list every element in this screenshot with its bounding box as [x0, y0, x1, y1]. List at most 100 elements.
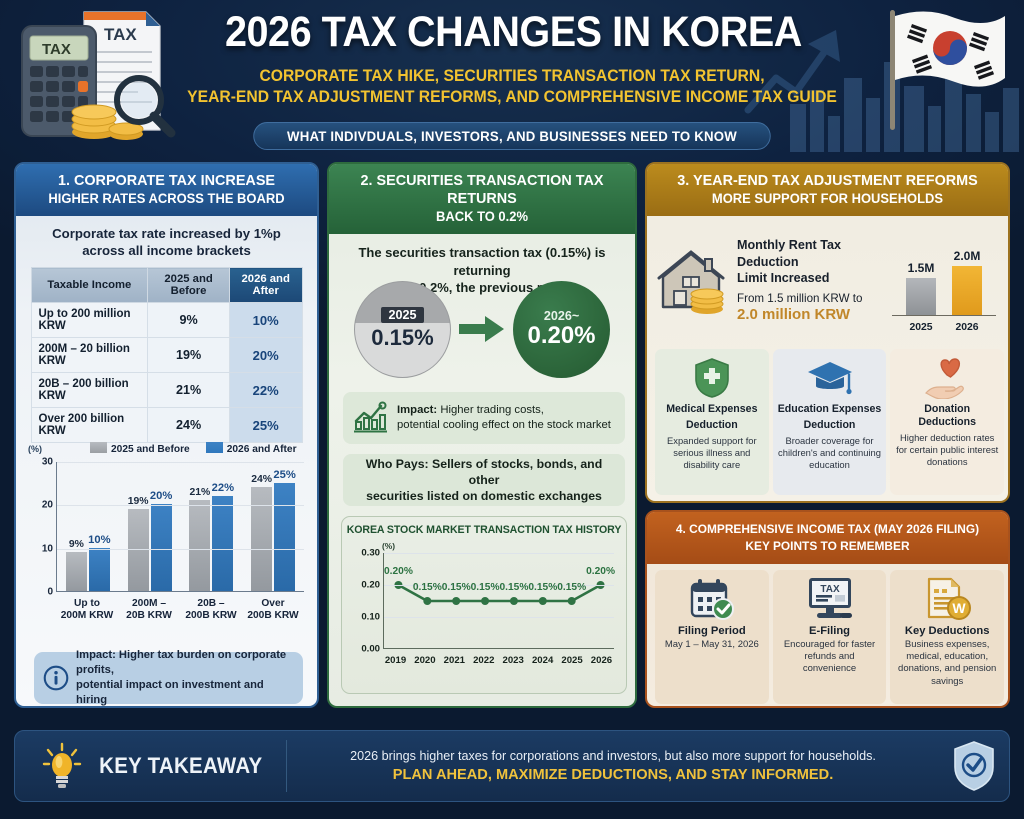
- header-banner: WHAT INDIVDUALS, INVESTORS, AND BUSINESS…: [253, 122, 771, 150]
- panel4-header: 4. COMPREHENSIVE INCOME TAX (MAY 2026 FI…: [647, 512, 1008, 564]
- cell-rate-2025: 24%: [147, 407, 230, 443]
- table-row: Up to 200 million KRW 9% 10%: [30, 302, 303, 338]
- shield-medical-icon: [660, 356, 764, 400]
- y-axis-tick: 0: [47, 586, 53, 598]
- data-point: [567, 597, 576, 605]
- panel3-subheading: MORE SUPPORT FOR HOUSEHOLDS: [711, 191, 944, 206]
- table-row: Over 200 billion KRW 24% 25%: [30, 407, 303, 443]
- circle-new-rate: 2026~ 0.20%: [513, 280, 610, 378]
- card-e-filing: TAX E-Filing Encouraged for faster refun…: [772, 570, 887, 704]
- bar: 1.5M: [906, 261, 936, 315]
- page-title: 2026 TAX CHANGES IN KOREA: [224, 8, 802, 56]
- line-chart-x-labels: 2019 2020 2021 2022 2023 2024 2025 2026: [383, 655, 614, 666]
- circle-old-rate: 2025 0.15%: [354, 280, 451, 378]
- table-row: 20B – 200 billion KRW 21% 22%: [30, 372, 303, 408]
- bar: 2.0M: [952, 249, 982, 315]
- legend-swatch-2025: [90, 442, 107, 453]
- key-takeaway-label: KEY TAKEAWAY: [99, 753, 263, 778]
- bar: 22%: [212, 482, 234, 591]
- legend-swatch-2026: [205, 442, 223, 453]
- key-takeaway-label-group: KEY TAKEAWAY: [15, 740, 287, 792]
- rent-title-line-2: Limit Increased: [737, 271, 830, 286]
- monthly-rent-deduction-block: Monthly Rent Tax Deduction Limit Increas…: [647, 220, 1008, 340]
- corporate-tax-rate-table: Taxable Income 2025 and Before 2026 and …: [30, 267, 303, 443]
- cell-bracket: Over 200 billion KRW: [30, 407, 149, 443]
- panel-comprehensive-income-tax: 4. COMPREHENSIVE INCOME TAX (MAY 2026 FI…: [645, 510, 1010, 708]
- whopays-text-1: Sellers of stocks, bonds, and other: [428, 457, 603, 487]
- card-description: Encouraged for faster refunds and conven…: [783, 639, 876, 675]
- x-axis-label: 20B –200B KRW: [180, 598, 242, 622]
- shield-check-icon: [954, 741, 994, 791]
- card-title: Key Deductions: [904, 625, 990, 637]
- circle-old-year: 2025: [381, 307, 424, 323]
- bar-chart-trend-icon: [354, 401, 387, 433]
- y-axis-tick: 0.30: [361, 547, 380, 559]
- table-row: 200M – 20 billion KRW 19% 20%: [30, 337, 303, 373]
- panel2-header: 2. SECURITIES TRANSACTION TAX RETURNS BA…: [329, 164, 635, 234]
- korea-stock-market-transaction-tax-history-chart: KOREA STOCK MARKET TRANSACTION TAX HISTO…: [341, 516, 627, 694]
- key-points-cards: Filing Period May 1 – May 31, 2026 TAX: [655, 570, 1005, 704]
- gridline: [384, 585, 614, 586]
- monitor-tax-icon: TAX: [777, 575, 883, 623]
- x-axis-label: 2021: [443, 655, 466, 666]
- panel4-heading: 4. COMPREHENSIVE INCOME TAX (MAY 2026 FI…: [675, 522, 980, 536]
- x-axis-label: 2025: [909, 321, 933, 333]
- column-header-taxable-income: Taxable Income: [30, 267, 149, 303]
- panel2-who-pays-note: Who Pays: Sellers of stocks, bonds, and …: [343, 454, 625, 506]
- panel2-who-pays-text: Who Pays: Sellers of stocks, bonds, and …: [353, 456, 615, 504]
- card-title: E-Filing: [809, 625, 851, 637]
- bar: 25%: [273, 469, 296, 591]
- x-axis-label: 2024: [531, 655, 554, 666]
- data-point: [538, 597, 547, 605]
- impact-label: Impact:: [397, 404, 438, 416]
- y-axis-tick: 10: [41, 543, 53, 555]
- key-takeaway-bar: KEY TAKEAWAY 2026 brings higher taxes fo…: [14, 730, 1010, 802]
- impact-line-1: Impact: Higher trading costs,: [397, 403, 611, 418]
- gridline: [384, 617, 614, 618]
- bar-group: 9% 10%: [65, 534, 111, 591]
- bar: 20%: [150, 490, 172, 591]
- rate-comparison-circles: 2025 0.15% 2026~ 0.20%: [329, 277, 635, 381]
- x-axis-label: 2025: [561, 655, 583, 666]
- line-series: [397, 583, 602, 603]
- line-chart-y-unit: (%): [382, 541, 396, 551]
- bar: 24%: [251, 474, 273, 591]
- impact-line-2: potential cooling effect on the stock ma…: [397, 419, 611, 431]
- cell-bracket: 20B – 200 billion KRW: [30, 372, 149, 408]
- gridline: [384, 553, 614, 554]
- line-chart-plot-area: 0.00 0.10 0.20 0.30 0.20% 0.15% 0.15% 0.15% 0.15…: [361, 548, 616, 655]
- bar-value-label: 20%: [149, 490, 173, 503]
- x-axis-label: 200M –20B KRW: [118, 598, 180, 622]
- bar-group: 21% 22%: [189, 482, 234, 591]
- panel1-heading: 1. CORPORATE TAX INCREASE: [57, 172, 276, 189]
- deduction-cards: Medical Expenses Deduction Expanded supp…: [655, 349, 1005, 495]
- gridline: [57, 462, 304, 463]
- y-axis-tick: 30: [41, 456, 53, 468]
- x-axis-label-line: Over: [261, 598, 285, 609]
- data-point-label: 0.15%: [441, 582, 471, 593]
- data-point-label: 0.20%: [586, 566, 616, 577]
- cell-rate-2026: 25%: [228, 407, 303, 443]
- data-point: [481, 597, 490, 605]
- line-chart-title: KOREA STOCK MARKET TRANSACTION TAX HISTO…: [346, 524, 622, 536]
- svg-text:TAX: TAX: [820, 584, 840, 595]
- cell-rate-2026: 22%: [228, 372, 303, 408]
- panel2-lead-line-1: The securities transaction tax (0.15%) i…: [358, 245, 606, 278]
- bar-value-label: 1.5M: [907, 261, 935, 276]
- bar: 10%: [88, 534, 111, 591]
- tax-documents-illustration: TAX TAX: [21, 11, 176, 140]
- legend-item-2025: 2025 and Before: [90, 442, 190, 455]
- whopays-line-1: Who Pays: Sellers of stocks, bonds, and …: [353, 456, 615, 488]
- cell-rate-2026: 10%: [228, 302, 303, 338]
- data-point: [423, 597, 432, 605]
- x-axis-labels: Up to 200M KRW 200M –20B KRW 20B –200B KRW O…: [56, 598, 304, 622]
- cell-rate-2025: 9%: [147, 302, 230, 338]
- shield-check-group: [939, 740, 1009, 792]
- panel-securities-transaction-tax: 2. SECURITIES TRANSACTION TAX RETURNS BA…: [327, 162, 637, 708]
- table-header-row: Taxable Income 2025 and Before 2026 and …: [30, 267, 303, 303]
- bar: 21%: [189, 487, 211, 591]
- x-axis-label: Over 200B KRW: [242, 598, 304, 622]
- data-point: [452, 597, 461, 605]
- circle-new-year: 2026~: [543, 308, 580, 323]
- bar-value-label: 22%: [211, 481, 235, 494]
